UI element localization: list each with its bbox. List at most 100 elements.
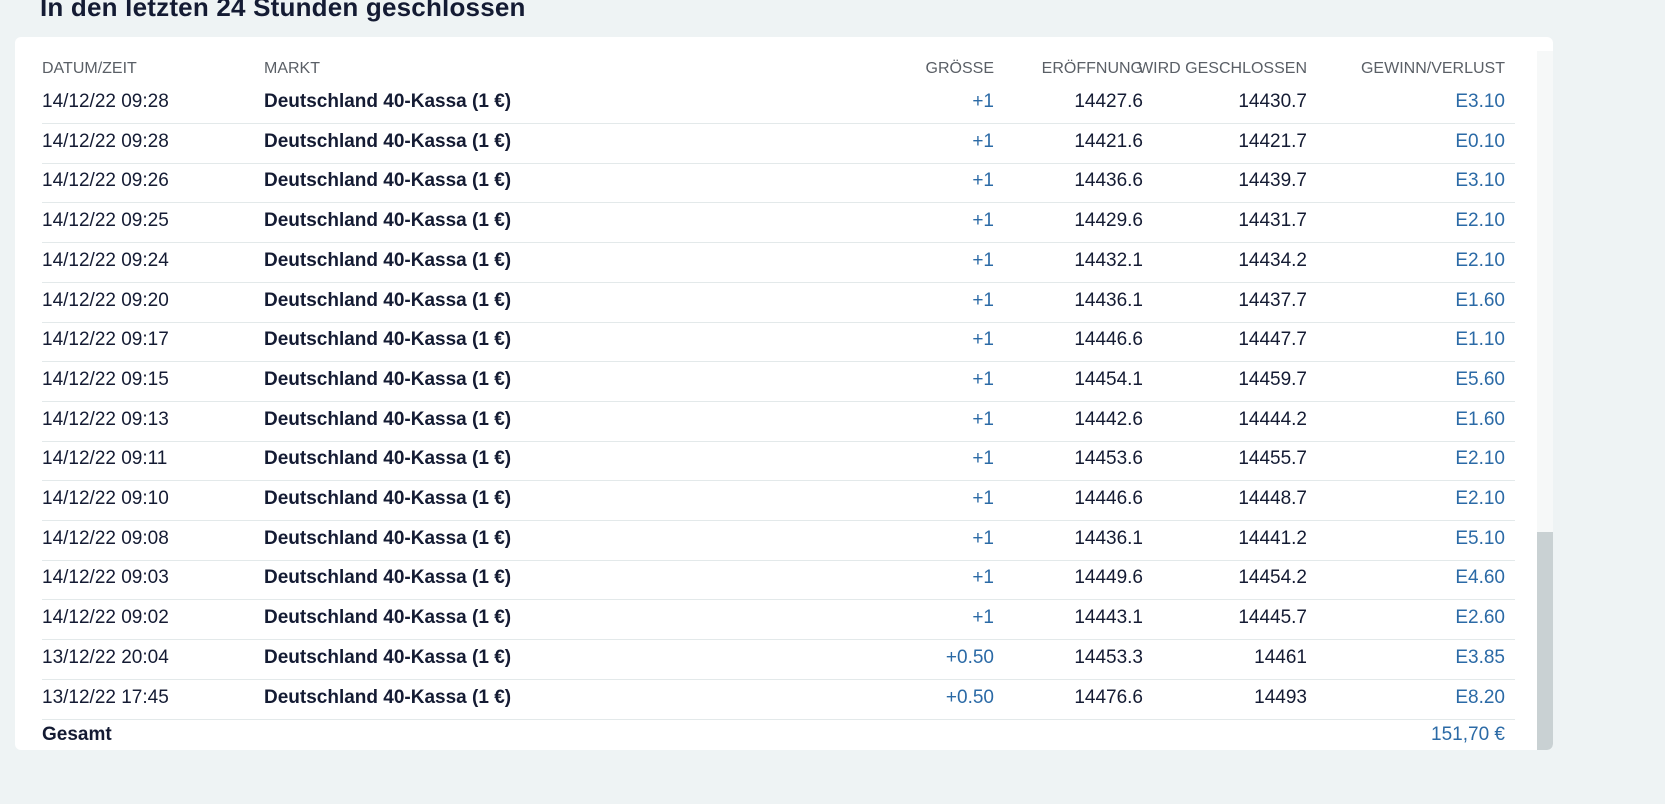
profit-loss-cell: E5.10 <box>1455 527 1505 549</box>
header-market[interactable]: MARKT <box>264 60 320 77</box>
profit-loss-cell: E1.60 <box>1455 289 1505 311</box>
open-price-cell: 14443.1 <box>1074 607 1143 629</box>
market-cell: Deutschland 40-Kassa (1 €) <box>264 488 512 509</box>
close-price-cell: 14445.7 <box>1238 607 1307 629</box>
open-price-cell: 14436.1 <box>1074 527 1143 549</box>
market-cell: Deutschland 40-Kassa (1 €) <box>264 91 512 112</box>
profit-loss-cell: E1.60 <box>1455 408 1505 430</box>
table-row[interactable]: 14/12/22 09:10 Deutschland 40-Kassa (1 €)… <box>42 480 1515 521</box>
table-row[interactable]: 14/12/22 09:28 Deutschland 40-Kassa (1 €)… <box>42 123 1515 164</box>
market-cell: Deutschland 40-Kassa (1 €) <box>264 448 512 470</box>
profit-loss-cell: E8.20 <box>1455 686 1505 708</box>
table-row[interactable]: 13/12/22 20:04 Deutschland 40-Kassa (1 €)… <box>42 639 1515 680</box>
date-cell: 13/12/22 17:45 <box>42 686 169 708</box>
close-price-cell: 14454.2 <box>1238 567 1307 589</box>
size-cell: +1 <box>972 448 994 470</box>
open-price-cell: 14421.6 <box>1074 130 1143 152</box>
table-row[interactable]: 14/12/22 09:08 Deutschland 40-Kassa (1 €)… <box>42 520 1515 561</box>
size-cell: +1 <box>972 329 994 351</box>
close-price-cell: 14459.7 <box>1238 368 1307 390</box>
close-price-cell: 14439.7 <box>1238 170 1307 192</box>
table-row[interactable]: 13/12/22 17:45 Deutschland 40-Kassa (1 €)… <box>42 679 1515 720</box>
date-cell: 14/12/22 09:11 <box>42 448 168 470</box>
table-row[interactable]: 14/12/22 09:03 Deutschland 40-Kassa (1 €)… <box>42 559 1515 601</box>
table-row[interactable]: 14/12/22 09:25 Deutschland 40-Kassa (1 €)… <box>42 202 1515 244</box>
market-cell: Deutschland 40-Kassa (1 €) <box>264 329 512 351</box>
open-price-cell: 14449.6 <box>1074 567 1143 589</box>
profit-loss-cell: E4.60 <box>1455 567 1505 589</box>
size-cell: +1 <box>972 170 994 192</box>
date-cell: 14/12/22 09:10 <box>42 488 169 509</box>
table-row[interactable]: 14/12/22 09:20 Deutschland 40-Kassa (1 €)… <box>42 282 1515 323</box>
date-cell: 14/12/22 09:08 <box>42 527 169 549</box>
header-close[interactable]: WIRD GESCHLOSSEN <box>1138 60 1307 77</box>
market-cell: Deutschland 40-Kassa (1 €) <box>264 289 512 311</box>
table-header: DATUM/ZEIT MARKT GRÖSSE ERÖFFNUNG WIRD G… <box>42 55 1515 83</box>
profit-loss-cell: E0.10 <box>1455 130 1505 152</box>
profit-loss-cell: E2.10 <box>1455 249 1505 271</box>
profit-loss-cell: E3.10 <box>1455 170 1505 192</box>
table-row[interactable]: 14/12/22 09:24 Deutschland 40-Kassa (1 €)… <box>42 242 1515 283</box>
open-price-cell: 14442.6 <box>1074 408 1143 430</box>
market-cell: Deutschland 40-Kassa (1 €) <box>264 130 512 152</box>
header-date[interactable]: DATUM/ZEIT <box>42 60 137 77</box>
open-price-cell: 14432.1 <box>1074 249 1143 271</box>
table-row[interactable]: 14/12/22 09:28 Deutschland 40-Kassa (1 €)… <box>42 83 1515 124</box>
close-price-cell: 14441.2 <box>1238 527 1307 549</box>
size-cell: +1 <box>972 408 994 430</box>
date-cell: 14/12/22 09:15 <box>42 368 169 390</box>
size-cell: +0.50 <box>945 686 994 708</box>
market-cell: Deutschland 40-Kassa (1 €) <box>264 368 512 390</box>
table-row[interactable]: 14/12/22 09:11 Deutschland 40-Kassa (1 €)… <box>42 440 1515 482</box>
size-cell: +0.50 <box>945 646 994 668</box>
market-cell: Deutschland 40-Kassa (1 €) <box>264 210 512 232</box>
profit-loss-cell: E1.10 <box>1455 329 1505 351</box>
date-cell: 14/12/22 09:13 <box>42 408 169 430</box>
size-cell: +1 <box>972 249 994 271</box>
scrollbar-thumb[interactable] <box>1537 532 1553 750</box>
close-price-cell: 14444.2 <box>1238 408 1307 430</box>
date-cell: 14/12/22 09:24 <box>42 249 169 271</box>
open-price-cell: 14427.6 <box>1074 91 1143 112</box>
table-row[interactable]: 14/12/22 09:15 Deutschland 40-Kassa (1 €)… <box>42 361 1515 402</box>
market-cell: Deutschland 40-Kassa (1 €) <box>264 170 512 192</box>
open-price-cell: 14429.6 <box>1074 210 1143 232</box>
market-cell: Deutschland 40-Kassa (1 €) <box>264 607 512 629</box>
table-row[interactable]: 14/12/22 09:13 Deutschland 40-Kassa (1 €)… <box>42 401 1515 442</box>
closed-positions-table: DATUM/ZEIT MARKT GRÖSSE ERÖFFNUNG WIRD G… <box>15 37 1553 750</box>
open-price-cell: 14446.6 <box>1074 488 1143 509</box>
page-title: In den letzten 24 Stunden geschlossen <box>40 0 526 22</box>
close-price-cell: 14434.2 <box>1238 249 1307 271</box>
table-row[interactable]: 14/12/22 09:17 Deutschland 40-Kassa (1 €)… <box>42 321 1515 363</box>
date-cell: 14/12/22 09:03 <box>42 567 169 589</box>
market-cell: Deutschland 40-Kassa (1 €) <box>264 567 512 589</box>
market-cell: Deutschland 40-Kassa (1 €) <box>264 408 512 430</box>
date-cell: 14/12/22 09:26 <box>42 170 169 192</box>
date-cell: 14/12/22 09:25 <box>42 210 169 232</box>
date-cell: 14/12/22 09:17 <box>42 329 169 351</box>
open-price-cell: 14436.1 <box>1074 289 1143 311</box>
profit-loss-cell: E3.10 <box>1455 91 1505 112</box>
market-cell: Deutschland 40-Kassa (1 €) <box>264 686 512 708</box>
close-price-cell: 14430.7 <box>1238 91 1307 112</box>
date-cell: 14/12/22 09:20 <box>42 289 169 311</box>
size-cell: +1 <box>972 91 994 112</box>
table-row[interactable]: 14/12/22 09:26 Deutschland 40-Kassa (1 €)… <box>42 162 1515 204</box>
open-price-cell: 14436.6 <box>1074 170 1143 192</box>
open-price-cell: 14453.3 <box>1074 646 1143 668</box>
header-size[interactable]: GRÖSSE <box>925 60 994 77</box>
profit-loss-cell: E2.10 <box>1455 488 1505 509</box>
date-cell: 14/12/22 09:02 <box>42 607 169 629</box>
close-price-cell: 14461 <box>1254 646 1307 668</box>
header-pl[interactable]: GEWINN/VERLUST <box>1360 60 1505 77</box>
date-cell: 14/12/22 09:28 <box>42 130 169 152</box>
market-cell: Deutschland 40-Kassa (1 €) <box>264 527 512 549</box>
table-row[interactable]: 14/12/22 09:02 Deutschland 40-Kassa (1 €)… <box>42 599 1515 641</box>
open-price-cell: 14454.1 <box>1074 368 1143 390</box>
header-open[interactable]: ERÖFFNUNG <box>1041 60 1143 77</box>
market-cell: Deutschland 40-Kassa (1 €) <box>264 249 512 271</box>
size-cell: +1 <box>972 607 994 629</box>
size-cell: +1 <box>972 488 994 509</box>
total-value: 151,70 € <box>1431 724 1505 746</box>
profit-loss-cell: E2.60 <box>1455 607 1505 629</box>
